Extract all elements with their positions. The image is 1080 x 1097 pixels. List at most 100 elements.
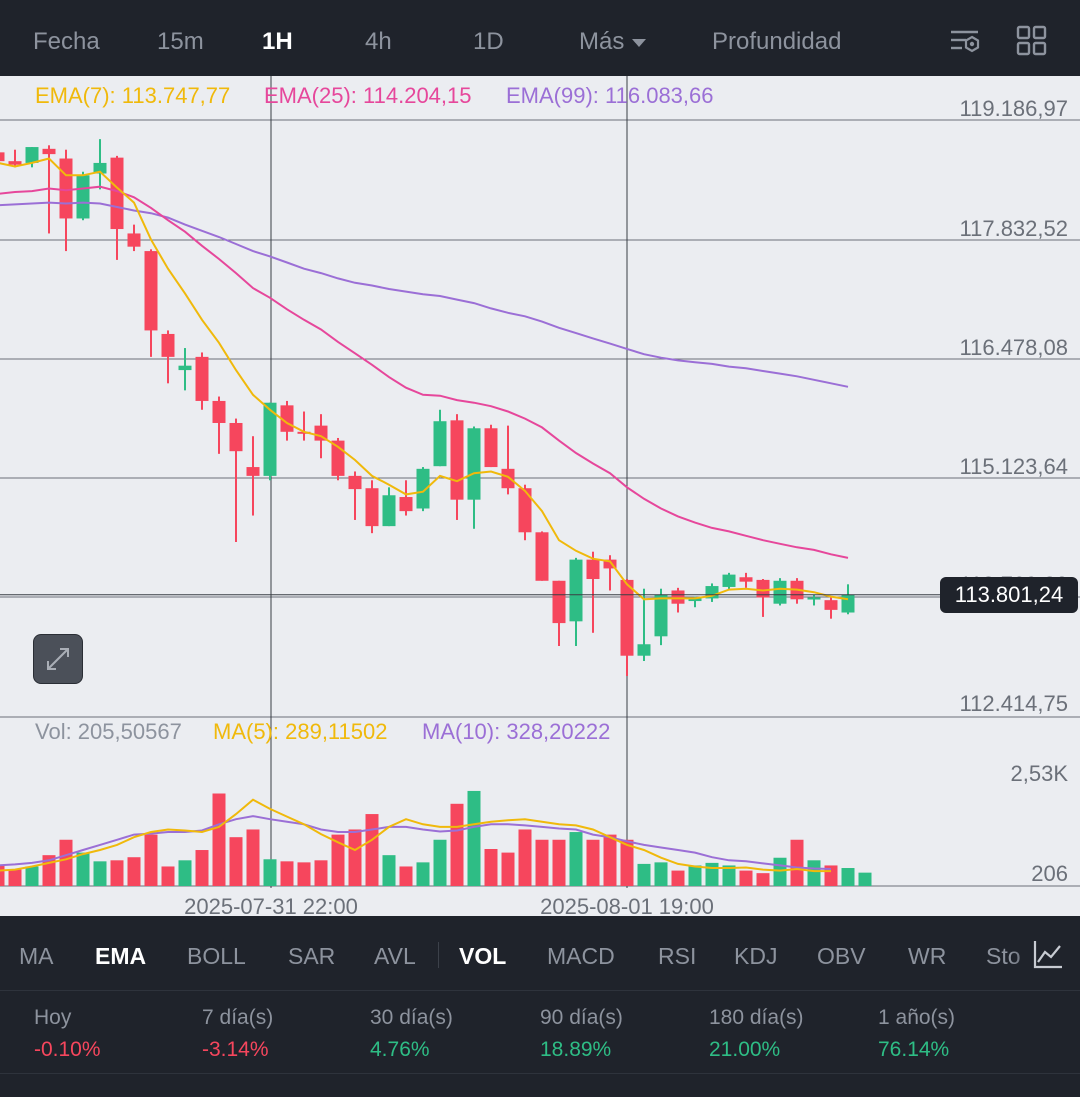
tab-1d[interactable]: 1D [473, 28, 504, 55]
candle-body [824, 600, 838, 610]
indicator-boll[interactable]: BOLL [187, 943, 246, 969]
indicator-ma[interactable]: MA [19, 943, 54, 969]
expand-icon [47, 648, 69, 670]
chart-settings-icon[interactable] [948, 24, 982, 58]
indicator-wr[interactable]: WR [908, 943, 947, 969]
divider [438, 942, 439, 968]
chart-area[interactable]: 119.186,97 117.832,52 116.478,08 115.123… [0, 76, 1080, 916]
candle-body [552, 580, 566, 624]
stat-value: 21.00% [709, 1038, 781, 1061]
volume-bars [0, 790, 872, 886]
volume-bar [8, 869, 22, 886]
volume-bar [416, 862, 430, 886]
indicator-obv[interactable]: OBV [817, 943, 866, 969]
ema7-line [0, 157, 849, 601]
stat-1y: 1 año(s) 76.14% [878, 1005, 955, 1065]
performance-stats: Hoy -0.10% 7 día(s) -3.14% 30 día(s) 4.7… [0, 991, 1080, 1073]
candle-body [688, 598, 702, 602]
volume-bar [586, 839, 600, 886]
candlestick-chart[interactable]: 119.186,97 117.832,52 116.478,08 115.123… [0, 76, 1080, 916]
candle-body [654, 594, 668, 637]
volume-bar [535, 839, 549, 886]
tab-fecha[interactable]: Fecha [33, 28, 100, 55]
candle-body [773, 580, 787, 604]
volume-bar [93, 861, 107, 886]
indicator-kdj[interactable]: KDJ [734, 943, 778, 969]
volume-bar [195, 850, 209, 886]
stat-label: 90 día(s) [540, 1006, 623, 1029]
divider [0, 990, 1080, 991]
indicator-rsi[interactable]: RSI [658, 943, 697, 969]
stat-180d: 180 día(s) 21.00% [709, 1005, 804, 1065]
price-label: 115.123,64 [960, 454, 1068, 479]
candle-body [178, 365, 192, 371]
ma10-volume-line [0, 815, 832, 870]
stat-label: 1 año(s) [878, 1006, 956, 1029]
volume-bar [671, 870, 685, 886]
price-label: 119.186,97 [960, 96, 1068, 121]
candle-body [586, 559, 600, 580]
caret-down-icon [632, 38, 647, 47]
volume-bar [212, 793, 226, 886]
indicator-avl[interactable]: AVL [374, 943, 416, 969]
candle-body [501, 468, 515, 489]
candle-body [569, 559, 583, 622]
volume-bar [773, 857, 787, 886]
volume-bar [756, 873, 770, 886]
indicator-sar[interactable]: SAR [288, 943, 336, 969]
legend-ma10: MA(10): 328,20222 [422, 719, 611, 744]
indicator-ema[interactable]: EMA [95, 943, 147, 969]
candle-body [0, 152, 5, 162]
volume-bar [399, 866, 413, 886]
candle-body [127, 233, 141, 247]
candle-body [620, 579, 634, 656]
stat-30d: 30 día(s) 4.76% [370, 1005, 453, 1065]
price-label: 117.832,52 [960, 216, 1068, 241]
tab-1h[interactable]: 1H [262, 28, 293, 55]
indicator-macd[interactable]: MACD [547, 943, 615, 969]
candle-body [212, 400, 226, 423]
indicator-settings-icon[interactable] [1032, 938, 1064, 970]
indicator-vol[interactable]: VOL [459, 943, 507, 969]
fullscreen-button[interactable] [33, 634, 83, 684]
tab-15m[interactable]: 15m [157, 28, 204, 55]
candle-body [382, 495, 396, 527]
volume-bar [637, 863, 651, 886]
stat-today: Hoy -0.10% [34, 1005, 101, 1065]
legend-vol: Vol: 205,50567 [35, 719, 182, 744]
stat-7d: 7 día(s) -3.14% [202, 1005, 273, 1065]
candle-body [348, 475, 362, 490]
volume-label: 2,53K [1011, 761, 1069, 786]
legend-ema25: EMA(25): 114.204,15 [264, 83, 472, 108]
stat-label: 180 día(s) [709, 1006, 804, 1029]
volume-bar [705, 862, 719, 886]
tab-mas[interactable]: Más [579, 26, 647, 58]
price-grid [0, 76, 1080, 888]
volume-bar [501, 852, 515, 886]
candle-body [59, 158, 73, 219]
candle-body [8, 161, 22, 165]
volume-bar [280, 861, 294, 886]
candle-body [314, 425, 328, 441]
layout-grid-icon[interactable] [1015, 24, 1049, 58]
candle-body [535, 532, 549, 581]
tab-profundidad[interactable]: Profundidad [712, 28, 842, 55]
volume-bar [348, 829, 362, 886]
price-label: 116.478,08 [960, 335, 1068, 360]
candle-body [42, 148, 56, 155]
stat-label: Hoy [34, 1006, 72, 1029]
indicator-bar: MA EMA BOLL SAR AVL VOL MACD RSI KDJ OBV… [0, 916, 1080, 992]
volume-bar [807, 860, 821, 886]
volume-bar [59, 839, 73, 886]
volume-bar [620, 839, 634, 886]
legend-ema7: EMA(7): 113.747,77 [35, 83, 231, 108]
candle-body [93, 162, 107, 174]
stat-value: -3.14% [202, 1038, 269, 1061]
price-label: 112.414,75 [960, 691, 1068, 716]
volume-bar [263, 859, 277, 886]
volume-bar [382, 855, 396, 886]
volume-bar [450, 803, 464, 886]
tab-4h[interactable]: 4h [365, 28, 392, 55]
volume-bar [110, 860, 124, 886]
stat-label: 30 día(s) [370, 1006, 453, 1029]
